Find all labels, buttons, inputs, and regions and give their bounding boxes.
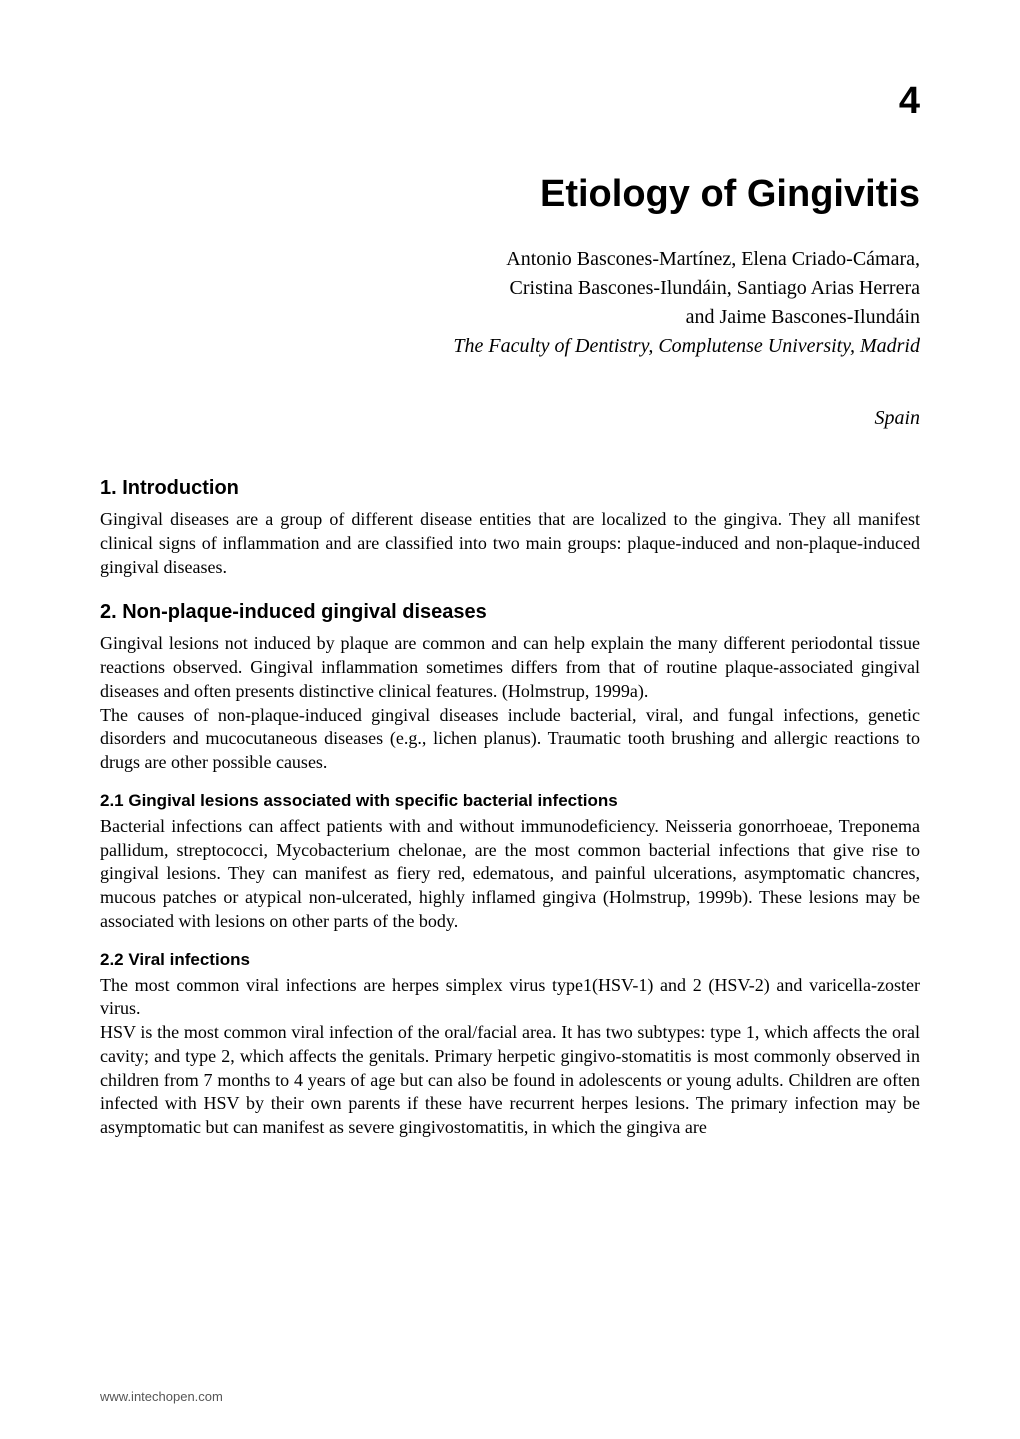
affiliation-line-1: The Faculty of Dentistry, Complutense Un…: [100, 333, 920, 360]
footer-url: www.intechopen.com: [100, 1389, 223, 1404]
section-2-1-heading: 2.1 Gingival lesions associated with spe…: [100, 791, 920, 811]
section-2-paragraph-2: The causes of non-plaque-induced gingiva…: [100, 704, 920, 775]
section-1-heading: 1. Introduction: [100, 477, 920, 500]
section-2-2-heading: 2.2 Viral infections: [100, 950, 920, 970]
chapter-number: 4: [100, 80, 920, 123]
section-2-2-paragraph-2: HSV is the most common viral infection o…: [100, 1021, 920, 1140]
authors-line-3: and Jaime Bascones-Ilundáin: [100, 304, 920, 331]
authors-line-2: Cristina Bascones-Ilundáin, Santiago Ari…: [100, 275, 920, 302]
section-2-2-paragraph-1: The most common viral infections are her…: [100, 974, 920, 1022]
section-1-paragraph-1: Gingival diseases are a group of differe…: [100, 508, 920, 579]
page: 4 Etiology of Gingivitis Antonio Bascone…: [0, 0, 1020, 1439]
section-2-paragraph-1: Gingival lesions not induced by plaque a…: [100, 632, 920, 703]
authors-line-1: Antonio Bascones-Martínez, Elena Criado-…: [100, 246, 920, 273]
chapter-title: Etiology of Gingivitis: [100, 173, 920, 216]
affiliation-line-2: Spain: [100, 405, 920, 432]
section-2-1-paragraph-1: Bacterial infections can affect patients…: [100, 815, 920, 934]
section-2-heading: 2. Non-plaque-induced gingival diseases: [100, 601, 920, 624]
